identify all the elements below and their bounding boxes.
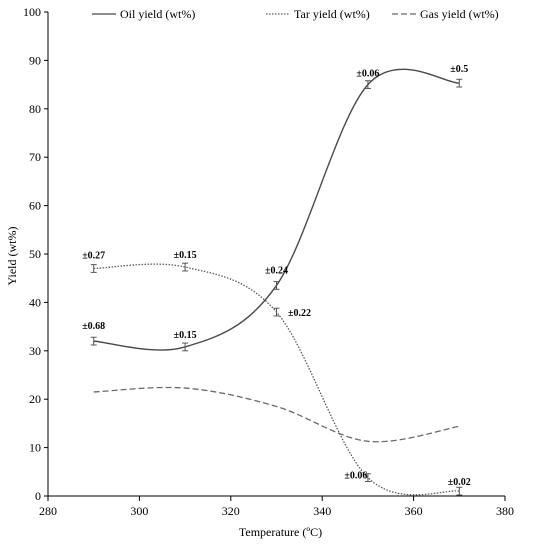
y-tick-label: 0 <box>35 489 41 503</box>
tar-error-label: ±0.06 <box>344 471 367 482</box>
oil-error-label: ±0.5 <box>450 64 468 75</box>
y-axis-title: Yield (wt%) <box>5 227 19 286</box>
y-tick-label: 90 <box>29 53 41 67</box>
tar-error-label: ±0.27 <box>82 251 105 262</box>
gas-legend-label: Gas yield (wt%) <box>420 7 499 21</box>
x-tick-label: 340 <box>313 504 331 518</box>
oil-error-label: ±0.68 <box>82 321 105 332</box>
x-tick-label: 300 <box>130 504 148 518</box>
y-tick-label: 40 <box>29 295 41 309</box>
gas-yield-line <box>93 386 460 443</box>
oil-yield-line <box>93 68 460 351</box>
y-tick-label: 60 <box>29 199 41 213</box>
oil-legend-label: Oil yield (wt%) <box>120 7 195 21</box>
y-tick-label: 50 <box>29 247 41 261</box>
x-tick-label: 360 <box>405 504 423 518</box>
y-tick-label: 30 <box>29 344 41 358</box>
y-tick-label: 20 <box>29 392 41 406</box>
y-tick-label: 70 <box>29 150 41 164</box>
tar-error-label: ±0.22 <box>288 308 311 319</box>
y-tick-label: 10 <box>29 441 41 455</box>
x-tick-label: 380 <box>496 504 514 518</box>
oil-error-label: ±0.15 <box>174 330 197 341</box>
x-tick-label: 320 <box>222 504 240 518</box>
x-axis-title: Temperature (ºC) <box>239 525 322 539</box>
oil-error-label: ±0.06 <box>356 69 379 80</box>
tar-error-label: ±0.15 <box>174 250 197 261</box>
x-tick-label: 280 <box>39 504 57 518</box>
y-tick-label: 80 <box>29 102 41 116</box>
oil-error-label: ±0.24 <box>265 265 288 276</box>
tar-error-label: ±0.02 <box>448 477 471 488</box>
y-tick-label: 100 <box>23 5 41 19</box>
tar-legend-label: Tar yield (wt%) <box>294 7 370 21</box>
tar-yield-line <box>93 263 460 496</box>
